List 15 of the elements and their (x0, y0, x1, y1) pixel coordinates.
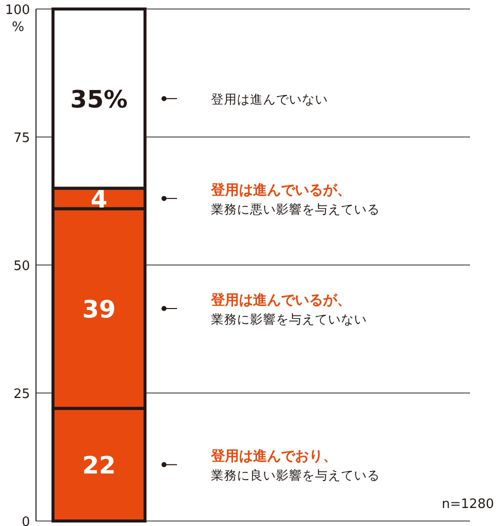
y-tick-label: 0 (22, 515, 30, 526)
annotation: n=1280 (442, 497, 494, 512)
data-label: 4 (90, 185, 108, 214)
data-label: 39 (82, 296, 116, 324)
y-tick-label: 50 (13, 259, 30, 274)
y-tick-label: 75 (13, 131, 30, 146)
y-tick-label: 25 (13, 387, 30, 402)
data-label: 22 (82, 452, 116, 480)
text: 登用は進んでおり、業務に良い影響を与えている (210, 448, 380, 483)
text: 登用は進んでいない (211, 92, 328, 107)
text: 登用は進んでいるが、業務に影響を与えていない (210, 292, 367, 327)
y-axis-title: % (12, 20, 24, 35)
data-label: 35% (70, 86, 128, 114)
y-tick-label: 100 (5, 3, 30, 18)
text: 登用は進んでいるが、業務に悪い影響を与えている (210, 182, 380, 216)
